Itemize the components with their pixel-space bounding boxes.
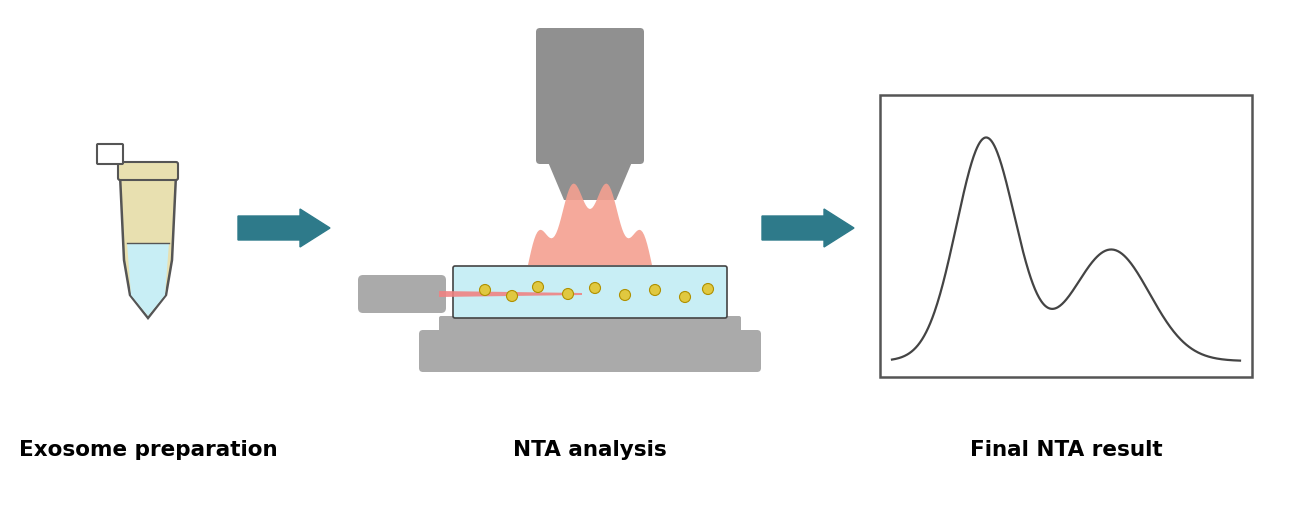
Circle shape [650,285,660,296]
Polygon shape [127,243,170,316]
Circle shape [532,281,544,293]
FancyBboxPatch shape [536,28,644,164]
FancyBboxPatch shape [420,330,761,372]
Polygon shape [548,162,632,200]
Circle shape [680,292,690,302]
Polygon shape [120,175,176,318]
Circle shape [702,284,714,295]
Text: Exosome preparation: Exosome preparation [18,440,277,460]
FancyBboxPatch shape [439,316,741,334]
Text: Final NTA result: Final NTA result [970,440,1163,460]
FancyBboxPatch shape [97,144,123,164]
Circle shape [562,289,574,299]
Circle shape [479,285,491,296]
Text: NTA analysis: NTA analysis [513,440,667,460]
FancyArrow shape [238,209,330,247]
FancyBboxPatch shape [453,266,726,318]
FancyBboxPatch shape [357,275,445,313]
Circle shape [506,291,518,301]
Circle shape [589,282,601,294]
Circle shape [619,290,631,300]
Polygon shape [439,291,581,297]
FancyBboxPatch shape [881,95,1252,377]
FancyBboxPatch shape [118,162,177,180]
FancyArrow shape [761,209,853,247]
Polygon shape [524,184,655,265]
